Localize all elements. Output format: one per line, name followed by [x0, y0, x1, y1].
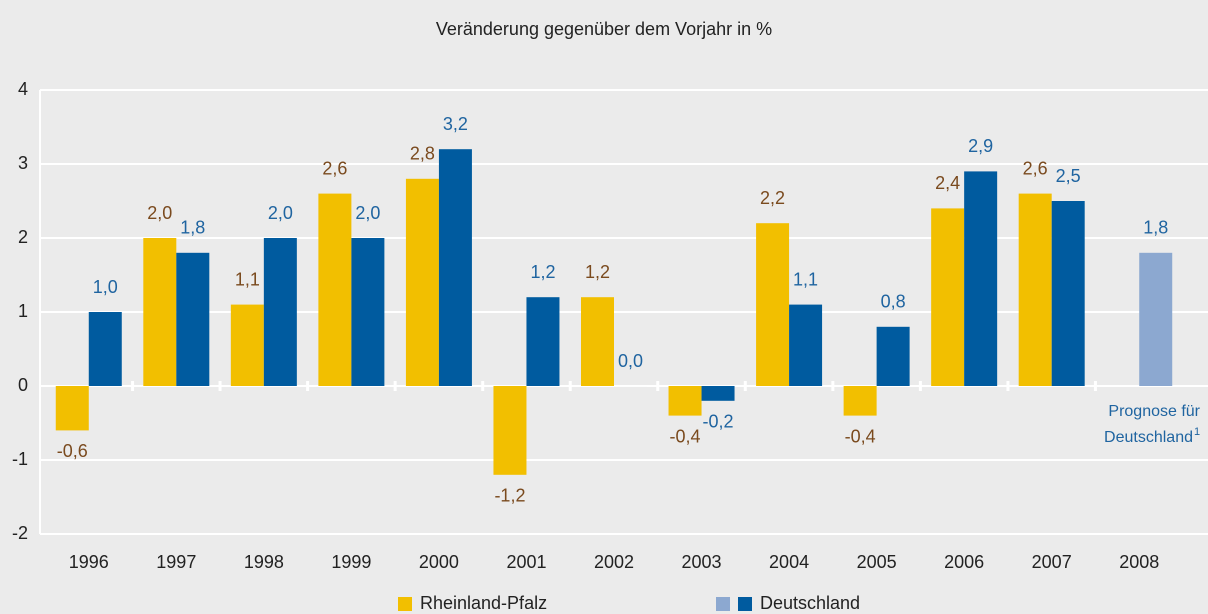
- value-label: 0,8: [881, 292, 906, 312]
- footnote-mark: 1: [1194, 426, 1200, 438]
- value-label: 1,1: [235, 269, 260, 289]
- value-label: 2,6: [1023, 158, 1048, 178]
- value-label: 2,0: [268, 203, 293, 223]
- bar: [526, 297, 560, 386]
- value-label: 1,2: [585, 262, 610, 282]
- bar: [1051, 201, 1085, 386]
- bar: [263, 238, 297, 386]
- y-tick-label: -2: [12, 523, 28, 543]
- bar: [351, 238, 385, 386]
- x-tick-label: 1997: [156, 552, 196, 572]
- bar: [931, 208, 965, 386]
- annotation: Prognose für: [1108, 403, 1200, 420]
- bar: [405, 178, 439, 386]
- x-tick-label: 1999: [331, 552, 371, 572]
- legend-swatch: [738, 597, 752, 611]
- x-tick-label: 2005: [857, 552, 897, 572]
- y-tick-label: 4: [18, 79, 28, 99]
- bar: [843, 386, 877, 416]
- value-label: 1,1: [793, 269, 818, 289]
- y-tick-label: 1: [18, 301, 28, 321]
- bar: [318, 193, 352, 386]
- annotation: Deutschland: [1104, 429, 1193, 446]
- bar: [176, 252, 210, 386]
- value-label: 2,8: [410, 144, 435, 164]
- bar: [1139, 252, 1173, 386]
- value-label: 1,2: [530, 262, 555, 282]
- legend-swatch: [398, 597, 412, 611]
- x-tick-label: 2007: [1032, 552, 1072, 572]
- x-tick-label: 2001: [506, 552, 546, 572]
- value-label: -0,4: [845, 426, 876, 446]
- legend-label: Deutschland: [760, 593, 860, 613]
- value-label: 2,2: [760, 188, 785, 208]
- bar: [438, 149, 472, 386]
- value-label: -1,2: [494, 486, 525, 506]
- bar: [493, 386, 527, 475]
- y-tick-label: 0: [18, 375, 28, 395]
- bar: [668, 386, 702, 416]
- x-tick-label: 2008: [1119, 552, 1159, 572]
- value-label: 2,6: [322, 158, 347, 178]
- bar: [143, 238, 177, 386]
- value-label: 1,8: [1143, 218, 1168, 238]
- y-tick-label: 3: [18, 153, 28, 173]
- x-tick-label: 1998: [244, 552, 284, 572]
- value-label: 1,0: [93, 277, 118, 297]
- value-label: 3,2: [443, 114, 468, 134]
- value-label: 2,0: [147, 203, 172, 223]
- value-label: 2,0: [355, 203, 380, 223]
- y-tick-label: 2: [18, 227, 28, 247]
- value-label: -0,2: [703, 412, 734, 432]
- x-tick-label: 2004: [769, 552, 809, 572]
- x-tick-label: 2003: [682, 552, 722, 572]
- value-label: 2,4: [935, 173, 960, 193]
- bar: [55, 386, 89, 431]
- legend-label: Rheinland-Pfalz: [420, 593, 547, 613]
- x-tick-label: 2000: [419, 552, 459, 572]
- value-label: 2,9: [968, 136, 993, 156]
- bar: [1018, 193, 1052, 386]
- x-tick-label: 2002: [594, 552, 634, 572]
- value-label: -0,4: [670, 426, 701, 446]
- value-label: 1,8: [180, 218, 205, 238]
- bar: [88, 312, 122, 386]
- bar: [756, 223, 790, 386]
- value-label: 2,5: [1056, 166, 1081, 186]
- chart-title: Veränderung gegenüber dem Vorjahr in %: [436, 19, 772, 39]
- bar: [581, 297, 614, 386]
- bar: [876, 326, 910, 386]
- value-label: 0,0: [618, 351, 643, 371]
- bar: [701, 386, 735, 401]
- bar: [230, 304, 264, 386]
- y-tick-label: -1: [12, 449, 28, 469]
- x-tick-label: 1996: [69, 552, 109, 572]
- bar: [964, 171, 998, 386]
- bar: [789, 304, 823, 386]
- x-tick-label: 2006: [944, 552, 984, 572]
- legend-swatch: [716, 597, 730, 611]
- value-label: -0,6: [57, 441, 88, 461]
